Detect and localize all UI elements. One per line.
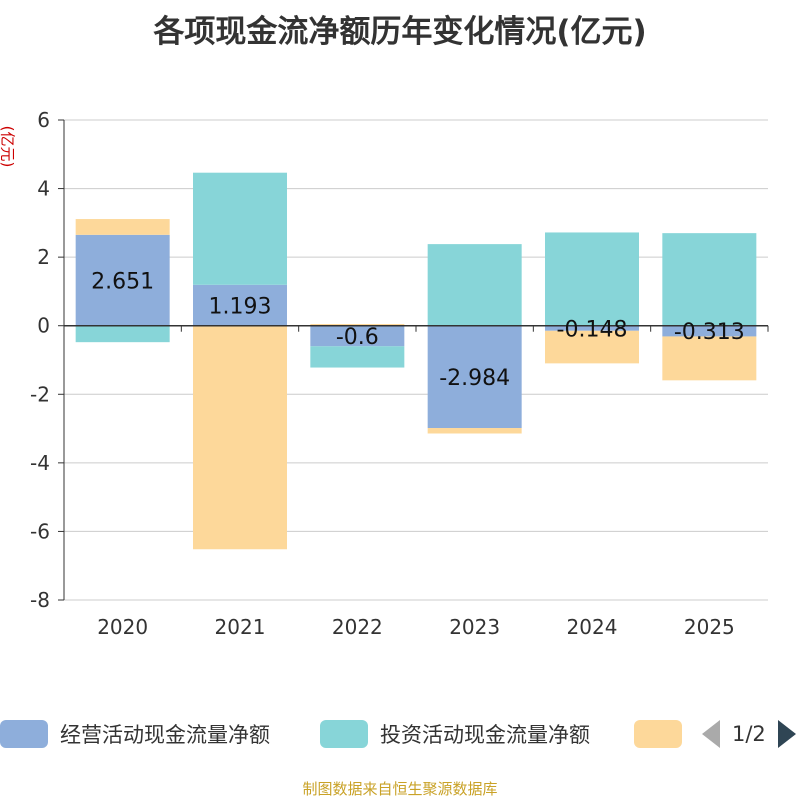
legend-item-investing[interactable]: 投资活动现金流量净额 xyxy=(320,716,590,752)
chart-title: 各项现金流净额历年变化情况(亿元) xyxy=(153,14,647,50)
bar-investing-2022 xyxy=(310,346,405,368)
y-tick-label: -2 xyxy=(30,382,50,406)
y-tick-label: 6 xyxy=(37,108,50,132)
bar-third-2023 xyxy=(427,428,522,434)
legend-label-investing: 投资活动现金流量净额 xyxy=(380,723,590,747)
legend-swatch-third xyxy=(634,720,682,748)
data-label-operating-2020: 2.651 xyxy=(91,269,154,294)
bar-operating-2025 xyxy=(662,325,757,337)
bar-operating-2024 xyxy=(545,325,639,331)
y-tick-label: 4 xyxy=(37,177,50,201)
bar-investing-2020 xyxy=(75,325,170,343)
bar-investing-2024 xyxy=(545,232,639,326)
data-label-operating-2023: -2.984 xyxy=(439,366,510,391)
legend-item-operating[interactable]: 经营活动现金流量净额 xyxy=(0,716,270,752)
bar-investing-2023 xyxy=(427,244,522,326)
legend-pager: 1/2 xyxy=(702,716,796,752)
legend-prev-page-icon[interactable] xyxy=(702,720,720,748)
x-tick-label: 2024 xyxy=(567,615,618,639)
legend-swatch-operating xyxy=(0,720,48,748)
y-tick-label: 0 xyxy=(37,314,50,338)
bar-third-2022 xyxy=(310,324,405,326)
legend-item-third[interactable] xyxy=(634,716,682,752)
y-tick-label: -4 xyxy=(30,451,50,475)
legend-page-indicator: 1/2 xyxy=(732,722,766,746)
bar-operating-2020 xyxy=(75,234,170,326)
bar-operating-2023 xyxy=(427,325,522,429)
x-tick-label: 2021 xyxy=(215,615,266,639)
y-tick-label: -8 xyxy=(30,588,50,612)
data-source-note: 制图数据来自恒生聚源数据库 xyxy=(302,780,498,798)
data-label-operating-2021: 1.193 xyxy=(209,294,272,319)
legend-next-page-icon[interactable] xyxy=(777,720,796,748)
legend-swatch-investing xyxy=(320,720,368,748)
data-label-operating-2025: -0.313 xyxy=(674,320,745,345)
bar-investing-2025 xyxy=(662,233,757,326)
bar-third-2020 xyxy=(75,219,170,235)
y-tick-label: -6 xyxy=(30,519,50,543)
bar-chart: 6 4 2 0 -2 -4 -6 -8 2020 2021 2022 2023 2024 2025 2.65… xyxy=(30,108,769,639)
bar-investing-2021 xyxy=(193,172,287,285)
x-tick-label: 2025 xyxy=(684,615,735,639)
legend-label-operating: 经营活动现金流量净额 xyxy=(60,723,270,747)
x-tick-label: 2020 xyxy=(97,615,148,639)
x-tick-label: 2023 xyxy=(449,615,500,639)
bar-third-2024 xyxy=(545,330,639,364)
data-label-operating-2022: -0.6 xyxy=(336,325,379,350)
data-label-operating-2024: -0.148 xyxy=(557,317,628,342)
y-tick-label: 2 xyxy=(37,245,50,269)
bar-operating-2021 xyxy=(193,284,287,326)
bar-operating-2022 xyxy=(310,325,405,347)
bar-third-2021 xyxy=(193,325,287,550)
x-tick-label: 2022 xyxy=(332,615,383,639)
legend: 经营活动现金流量净额 投资活动现金流量净额 1/2 xyxy=(0,716,800,756)
bar-third-2025 xyxy=(662,336,757,381)
